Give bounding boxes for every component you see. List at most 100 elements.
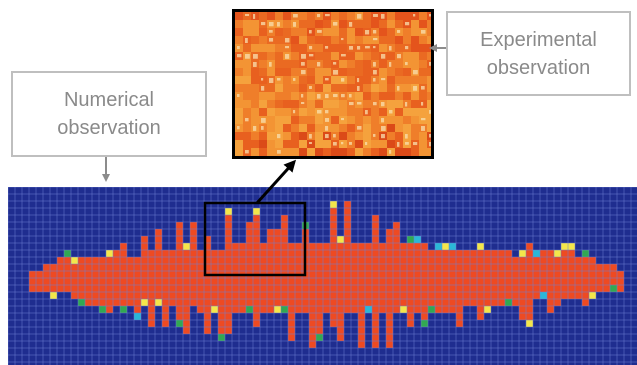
failed-element	[344, 201, 351, 208]
failed-element	[218, 285, 225, 292]
failed-element	[295, 264, 302, 271]
failed-element	[267, 306, 274, 313]
photo-patch	[283, 76, 291, 84]
failed-element	[561, 257, 568, 264]
photo-patch	[419, 76, 427, 84]
failed-element	[484, 257, 491, 264]
partially-damaged-element	[64, 250, 71, 257]
failed-element	[449, 285, 456, 292]
failed-element	[407, 243, 414, 250]
photo-patch	[355, 68, 363, 76]
photo-patch	[307, 20, 315, 28]
failed-element	[316, 278, 323, 285]
photo-patch	[291, 132, 299, 140]
failed-element	[428, 299, 435, 306]
failed-element	[617, 278, 624, 285]
failed-element	[253, 278, 260, 285]
partially-damaged-element	[316, 334, 323, 341]
failed-element	[64, 264, 71, 271]
photo-patch	[363, 68, 371, 76]
failed-element	[260, 257, 267, 264]
failed-element	[183, 320, 190, 327]
photo-patch	[251, 28, 259, 36]
failed-element	[519, 306, 526, 313]
failed-element	[288, 334, 295, 341]
failed-element	[64, 285, 71, 292]
partially-damaged-element	[218, 334, 225, 341]
failed-element	[484, 250, 491, 257]
photo-patch	[371, 108, 379, 116]
failed-element	[225, 299, 232, 306]
failed-element	[344, 222, 351, 229]
failed-element	[365, 250, 372, 257]
failed-element	[393, 278, 400, 285]
photo-patch	[259, 108, 267, 116]
failed-element	[253, 320, 260, 327]
failed-element	[414, 257, 421, 264]
failed-element	[519, 299, 526, 306]
failed-element	[57, 257, 64, 264]
failed-element	[71, 264, 78, 271]
photo-patch	[427, 28, 431, 36]
photo-patch	[307, 68, 315, 76]
failed-element	[309, 278, 316, 285]
photo-crack-highlight	[421, 126, 425, 131]
failed-element	[288, 243, 295, 250]
photo-patch	[283, 84, 291, 92]
failed-element	[204, 243, 211, 250]
photo-crack-highlight	[333, 142, 337, 146]
failed-element	[456, 278, 463, 285]
failed-element	[288, 257, 295, 264]
photo-patch	[315, 132, 323, 140]
failed-element	[176, 257, 183, 264]
photo-patch	[419, 132, 427, 140]
photo-patch	[411, 20, 419, 28]
failed-element	[386, 320, 393, 327]
failed-element	[246, 278, 253, 285]
photo-crack-highlight	[325, 134, 329, 139]
failed-element	[253, 222, 260, 229]
failed-element	[505, 278, 512, 285]
failed-element	[169, 257, 176, 264]
failed-element	[323, 271, 330, 278]
failed-element	[309, 257, 316, 264]
failed-element	[239, 243, 246, 250]
failed-element	[113, 271, 120, 278]
failed-element	[470, 271, 477, 278]
failed-element	[134, 264, 141, 271]
failed-element	[288, 320, 295, 327]
photo-crack-highlight	[397, 142, 400, 147]
photo-patch	[395, 108, 403, 116]
failed-element	[477, 250, 484, 257]
failed-element	[162, 313, 169, 320]
failed-element	[477, 313, 484, 320]
failed-element	[260, 306, 267, 313]
failed-element	[568, 285, 575, 292]
photo-patch	[347, 116, 355, 124]
failed-element	[316, 299, 323, 306]
photo-patch	[403, 36, 411, 44]
failed-element	[197, 264, 204, 271]
failed-element	[337, 264, 344, 271]
photo-patch	[427, 100, 431, 108]
failed-element	[183, 285, 190, 292]
photo-patch	[355, 116, 363, 124]
failed-element	[239, 250, 246, 257]
failed-element	[547, 278, 554, 285]
failed-element	[253, 292, 260, 299]
failed-element	[561, 250, 568, 257]
failed-element	[197, 278, 204, 285]
failed-element	[400, 285, 407, 292]
photo-patch	[419, 92, 427, 100]
failed-element	[337, 278, 344, 285]
photo-patch	[411, 108, 419, 116]
failed-element	[428, 264, 435, 271]
failed-element	[617, 285, 624, 292]
photo-patch	[395, 12, 403, 20]
failed-element	[190, 278, 197, 285]
failed-element	[183, 327, 190, 334]
photo-crack-highlight	[261, 86, 265, 91]
failed-element	[554, 292, 561, 299]
failed-element	[232, 250, 239, 257]
failed-element	[211, 264, 218, 271]
